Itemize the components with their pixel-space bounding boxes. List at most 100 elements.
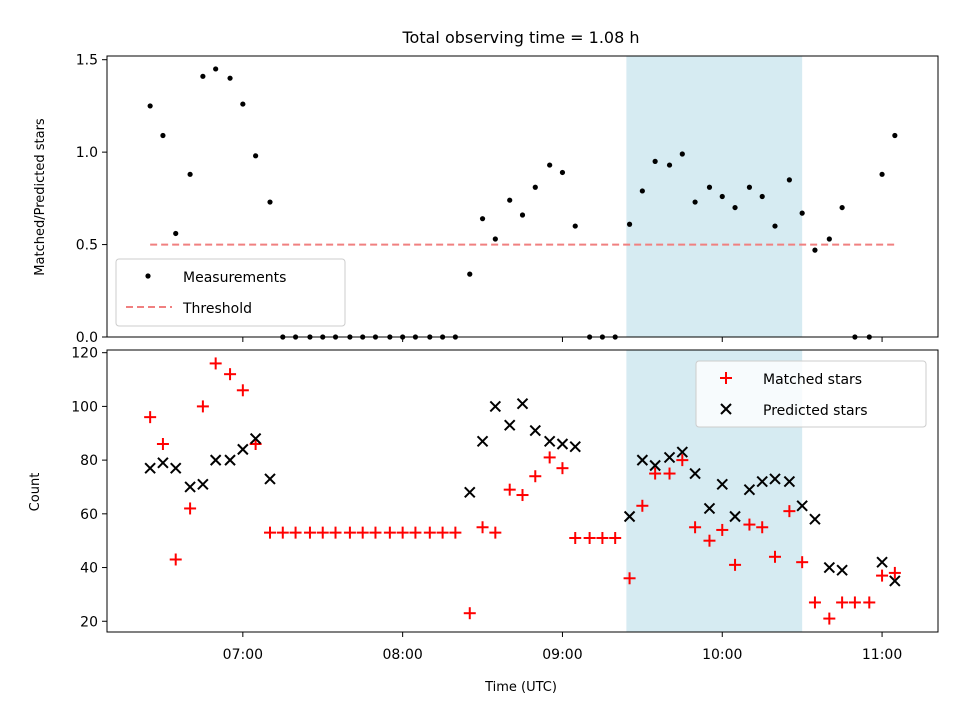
top-legend: Measurements Threshold bbox=[115, 258, 346, 327]
matched-star-point bbox=[356, 526, 369, 539]
matched-star-point bbox=[649, 467, 662, 480]
measurement-point bbox=[572, 223, 578, 229]
y-tick-label: 40 bbox=[80, 561, 98, 577]
measurement-point bbox=[467, 271, 473, 277]
legend-threshold-label: Threshold bbox=[182, 301, 252, 317]
predicted-star-point bbox=[184, 481, 196, 493]
matched-star-point bbox=[703, 534, 716, 547]
matched-star-point bbox=[836, 596, 849, 609]
matched-star-point bbox=[623, 572, 636, 585]
predicted-star-point bbox=[756, 475, 768, 488]
x-tick-label: 10:00 bbox=[702, 647, 742, 663]
measurement-point bbox=[626, 221, 633, 227]
predicted-stars-points bbox=[144, 398, 901, 587]
bottom-legend: Matched stars Predicted stars bbox=[695, 360, 927, 428]
legend-measurements-marker bbox=[145, 273, 151, 279]
matched-star-point bbox=[888, 566, 901, 579]
measurement-point bbox=[706, 184, 713, 190]
top-panel-shaded-interval bbox=[626, 56, 803, 337]
measurement-point bbox=[253, 153, 259, 159]
predicted-star-point bbox=[636, 454, 649, 466]
predicted-star-point bbox=[504, 419, 516, 431]
predicted-star-point bbox=[836, 564, 848, 576]
y-tick-label: 0.5 bbox=[76, 238, 98, 254]
predicted-star-point bbox=[809, 513, 821, 525]
matched-star-point bbox=[276, 526, 289, 539]
matched-star-point bbox=[463, 607, 476, 620]
measurement-point bbox=[892, 132, 898, 139]
chart-title: Total observing time = 1.08 h bbox=[401, 28, 639, 47]
predicted-star-point bbox=[649, 459, 661, 472]
y-tick-label: 100 bbox=[71, 399, 98, 415]
matched-star-point bbox=[596, 532, 609, 544]
predicted-star-point bbox=[197, 478, 209, 490]
measurement-point bbox=[759, 193, 765, 200]
matched-star-point bbox=[144, 411, 157, 424]
matched-star-point bbox=[264, 526, 277, 539]
predicted-star-point bbox=[516, 398, 529, 410]
measurement-point bbox=[479, 216, 486, 222]
matched-stars-points bbox=[144, 357, 901, 625]
predicted-star-point bbox=[249, 432, 262, 445]
measurement-point bbox=[839, 204, 845, 211]
measurement-point bbox=[652, 158, 658, 164]
predicted-star-point bbox=[729, 510, 741, 523]
legend-matched-label: Matched stars bbox=[763, 372, 862, 388]
predicted-star-point bbox=[623, 510, 636, 523]
matched-star-point bbox=[516, 489, 529, 502]
measurement-point bbox=[666, 162, 673, 168]
matched-star-point bbox=[569, 532, 582, 544]
measurement-point bbox=[240, 101, 246, 107]
matched-star-point bbox=[796, 556, 809, 569]
measurement-point bbox=[692, 199, 698, 205]
measurement-point bbox=[679, 151, 685, 157]
measurement-point bbox=[732, 204, 738, 211]
matched-star-point bbox=[556, 462, 569, 475]
bottom-panel-x-axis: 07:00 08:00 09:00 10:00 11:00 bbox=[223, 632, 902, 663]
matched-star-point bbox=[716, 523, 729, 536]
measurement-point bbox=[772, 223, 778, 229]
measurement-point bbox=[200, 73, 206, 79]
measurement-point bbox=[507, 197, 513, 203]
matched-star-point bbox=[768, 550, 781, 563]
matched-star-point bbox=[156, 438, 169, 450]
matched-star-point bbox=[783, 505, 796, 518]
predicted-star-point bbox=[823, 561, 836, 574]
top-panel-x-ticks bbox=[242, 337, 883, 342]
measurement-point bbox=[213, 66, 219, 72]
predicted-star-point bbox=[783, 475, 796, 488]
matched-star-point bbox=[489, 526, 502, 539]
matched-star-point bbox=[184, 502, 197, 515]
predicted-star-point bbox=[689, 467, 701, 480]
predicted-star-point bbox=[237, 443, 249, 456]
predicted-star-point bbox=[543, 435, 556, 448]
legend-predicted-label: Predicted stars bbox=[763, 403, 868, 419]
matched-star-point bbox=[848, 596, 861, 609]
measurement-point bbox=[879, 171, 885, 177]
matched-star-point bbox=[343, 526, 356, 539]
measurement-point bbox=[173, 230, 179, 237]
matched-star-point bbox=[676, 454, 689, 467]
measurement-point bbox=[547, 162, 553, 168]
predicted-star-point bbox=[569, 440, 581, 453]
predicted-star-point bbox=[529, 424, 541, 437]
matched-star-point bbox=[196, 400, 209, 413]
top-panel-y-axis: 0.0 0.5 1.0 1.5 bbox=[76, 53, 107, 346]
measurement-point bbox=[799, 210, 805, 216]
predicted-star-point bbox=[264, 473, 276, 485]
matched-star-point bbox=[876, 569, 889, 582]
y-tick-label: 0.0 bbox=[76, 330, 98, 346]
matched-star-point bbox=[756, 521, 769, 534]
matched-star-point bbox=[303, 526, 316, 539]
predicted-star-point bbox=[716, 478, 728, 490]
matched-star-point bbox=[863, 596, 876, 609]
measurement-point bbox=[147, 103, 153, 109]
bottom-legend-box bbox=[695, 360, 927, 428]
matched-star-point bbox=[823, 612, 836, 625]
x-tick-label: 07:00 bbox=[223, 647, 263, 663]
bottom-panel-frame bbox=[106, 349, 939, 633]
matched-star-point bbox=[583, 532, 596, 544]
measurement-point bbox=[519, 212, 526, 218]
predicted-star-point bbox=[796, 500, 808, 512]
